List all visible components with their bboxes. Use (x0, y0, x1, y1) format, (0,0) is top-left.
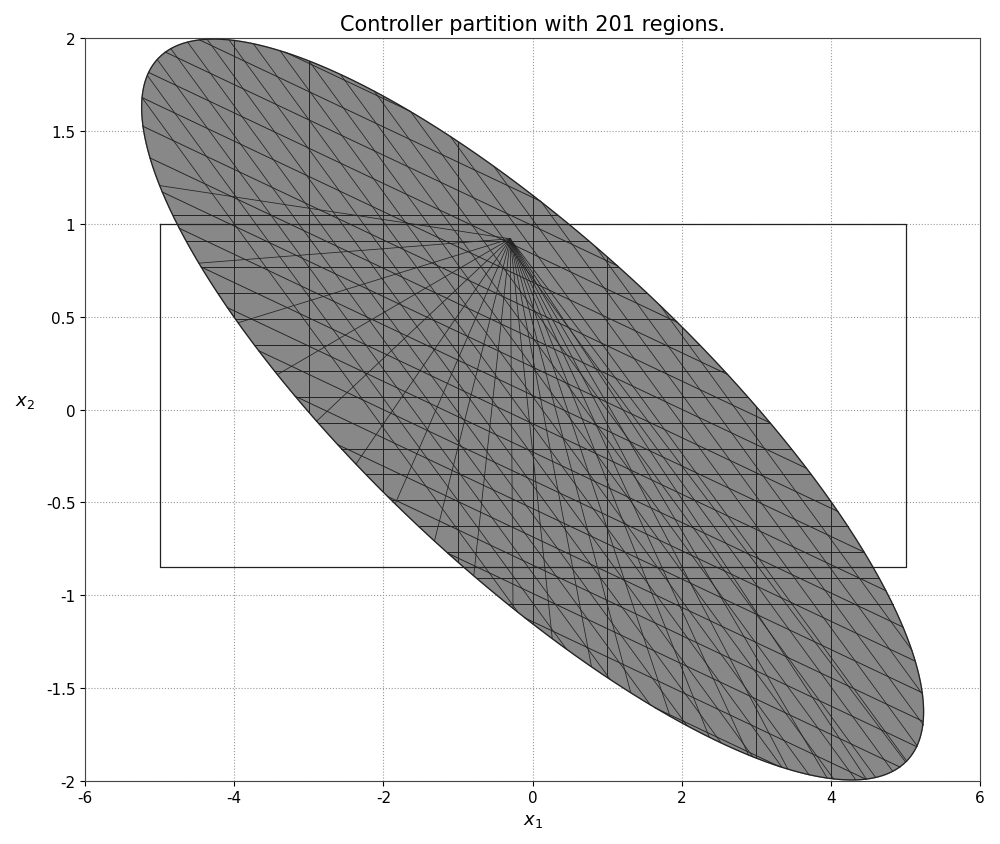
Polygon shape (142, 40, 924, 780)
Title: Controller partition with 201 regions.: Controller partition with 201 regions. (340, 15, 725, 35)
X-axis label: $x_1$: $x_1$ (523, 811, 543, 829)
Y-axis label: $x_2$: $x_2$ (15, 392, 35, 410)
